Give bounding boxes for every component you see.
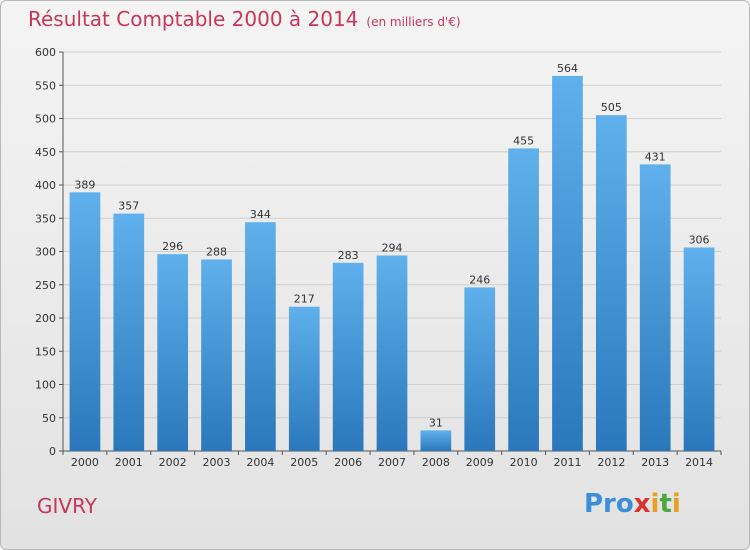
bar-2000 <box>69 192 101 451</box>
x-tick-label: 2000 <box>71 456 99 469</box>
x-tick-label: 2014 <box>685 456 713 469</box>
proxiti-logo[interactable]: Proxiti <box>584 489 681 519</box>
bar-layer <box>69 75 715 452</box>
x-tick-label: 2011 <box>553 456 581 469</box>
bar-2013 <box>639 164 671 451</box>
value-label-2004: 344 <box>250 208 271 221</box>
bar-2004 <box>245 222 276 451</box>
y-tick-label: 450 <box>35 146 56 159</box>
y-tick-label: 500 <box>35 113 56 126</box>
town-name: GIVRY <box>37 494 97 518</box>
x-tick-label: 2005 <box>290 456 318 469</box>
chart-unit: (en milliers d'€) <box>366 15 461 29</box>
value-label-2009: 246 <box>469 273 490 286</box>
value-label-2010: 455 <box>513 134 534 147</box>
y-tick-label: 200 <box>35 312 56 325</box>
chart-title: Résultat Comptable 2000 à 2014 (en millie… <box>28 7 461 31</box>
x-tick-label: 2003 <box>203 456 231 469</box>
value-label-2014: 306 <box>689 234 710 247</box>
y-tick-label: 400 <box>35 179 56 192</box>
value-label-2011: 564 <box>557 62 578 75</box>
y-tick-label: 0 <box>49 445 56 458</box>
chart-title-text: Résultat Comptable 2000 à 2014 <box>28 7 359 31</box>
value-label-2000: 389 <box>74 178 95 191</box>
y-tick-label: 100 <box>35 379 56 392</box>
bar-2010 <box>508 148 539 452</box>
value-label-2001: 357 <box>118 200 139 213</box>
value-label-2005: 217 <box>294 293 315 306</box>
axis-layer: 0 50 100 150 200 250 300 350 400 450 500 550 600 2000… <box>35 46 722 469</box>
y-tick-label: 350 <box>35 212 56 225</box>
x-tick-label: 2008 <box>422 456 450 469</box>
bar-2006 <box>332 262 364 451</box>
value-label-2007: 294 <box>382 241 403 254</box>
x-tick-label: 2010 <box>510 456 538 469</box>
bar-2014 <box>683 247 715 451</box>
bar-2003 <box>201 259 232 451</box>
label-layer: 389 357 296 288 344 217 283 294 31 246 455 564 505 43… <box>74 62 709 429</box>
x-tick-label: 2009 <box>466 456 494 469</box>
x-tick-label: 2002 <box>159 456 187 469</box>
y-tick-label: 300 <box>35 246 56 259</box>
bar-2005 <box>288 306 320 451</box>
y-tick-label: 600 <box>35 46 56 59</box>
value-label-2012: 505 <box>601 101 622 114</box>
bar-2011 <box>552 75 583 451</box>
bar-2012 <box>595 115 627 452</box>
y-tick-label: 550 <box>35 79 56 92</box>
bar-2009 <box>464 287 496 451</box>
bar-2008 <box>420 430 452 451</box>
bar-2002 <box>157 254 189 451</box>
x-tick-label: 2012 <box>597 456 625 469</box>
value-label-2008: 31 <box>429 416 443 429</box>
x-tick-label: 2013 <box>641 456 669 469</box>
y-tick-label: 250 <box>35 279 56 292</box>
value-label-2006: 283 <box>338 249 359 262</box>
x-tick-label: 2006 <box>334 456 362 469</box>
x-tick-label: 2007 <box>378 456 406 469</box>
y-tick-label: 50 <box>42 412 56 425</box>
bar-2001 <box>113 213 145 451</box>
bar-2007 <box>376 255 408 451</box>
x-tick-label: 2004 <box>246 456 274 469</box>
y-tick-label: 150 <box>35 345 56 358</box>
value-label-2002: 296 <box>162 240 183 253</box>
value-label-2003: 288 <box>206 245 227 258</box>
value-label-2013: 431 <box>645 150 666 163</box>
x-tick-label: 2001 <box>115 456 143 469</box>
